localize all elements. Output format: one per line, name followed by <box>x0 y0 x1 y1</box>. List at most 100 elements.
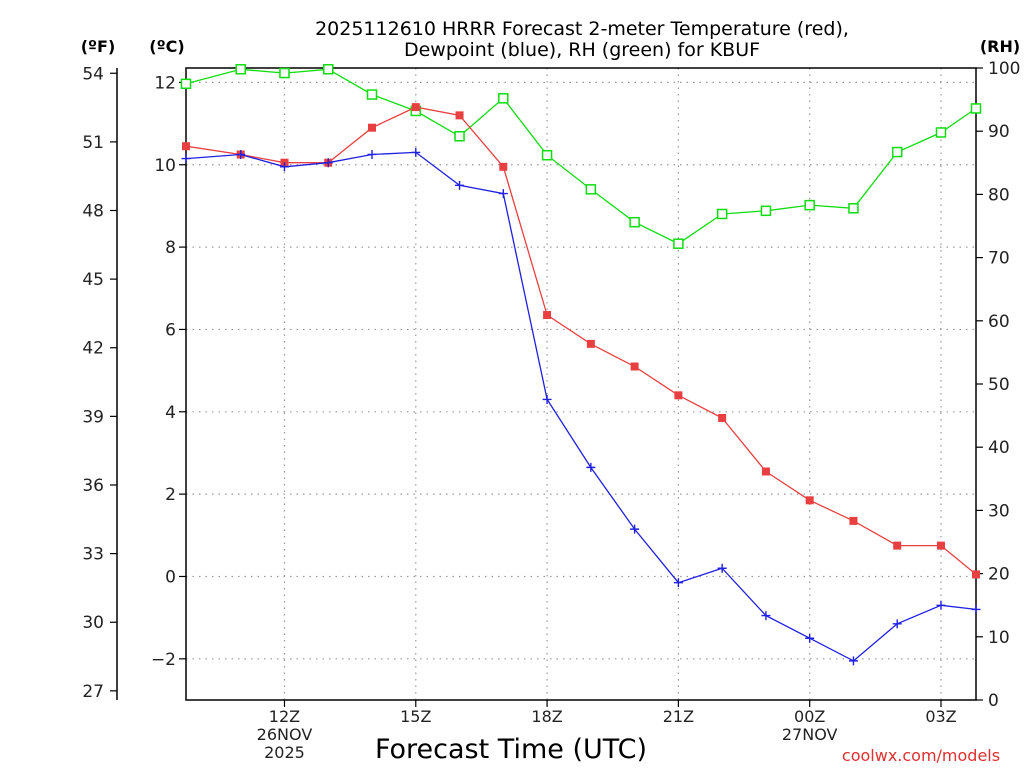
fahrenheit-tick-label: 33 <box>82 545 104 565</box>
rh-point <box>541 149 553 161</box>
dewpoint-point <box>586 462 596 472</box>
rh-point <box>716 208 728 220</box>
celsius-tick-label: 0 <box>165 567 176 587</box>
fahrenheit-unit-label: (ºF) <box>81 37 116 56</box>
rh-tick-label: 30 <box>988 501 1010 521</box>
rh-point <box>366 89 378 100</box>
dewpoint-point <box>323 158 333 168</box>
temperature-point <box>718 413 727 422</box>
celsius-unit-label: (ºC) <box>149 37 184 56</box>
rh-point <box>848 203 859 214</box>
celsius-tick-label: 6 <box>165 320 176 340</box>
dewpoint-point <box>848 656 858 666</box>
rh-point <box>629 216 640 228</box>
celsius-tick-label: 2 <box>165 485 176 505</box>
fahrenheit-tick-label: 27 <box>82 682 104 702</box>
dewpoint-point <box>411 147 421 157</box>
rh-axis: 0 10 20 30 40 50 60 70 80 90 100 <box>976 59 1020 711</box>
rh-line <box>185 68 977 245</box>
chart-title-line-2: Dewpoint (blue), RH (green) for KBUF <box>404 39 760 61</box>
time-tick-label: 12Z <box>269 707 300 726</box>
fahrenheit-tick-label: 51 <box>82 133 104 153</box>
rh-tick-label: 0 <box>988 691 999 711</box>
dewpoint-point <box>761 611 771 621</box>
rh-unit-label: (RH) <box>980 37 1020 56</box>
x-axis-title: Forecast Time (UTC) <box>375 734 647 765</box>
time-tick-label: 2025 <box>264 743 305 762</box>
rh-tick-label: 10 <box>988 628 1010 648</box>
dewpoint-point <box>971 604 981 614</box>
temperature-point <box>411 103 420 112</box>
credit-link[interactable]: coolwx.com/models <box>842 746 1000 765</box>
rh-point <box>454 131 465 142</box>
celsius-tick-label: 12 <box>154 73 176 93</box>
celsius-axis: −2 0 2 4 6 8 10 12 <box>151 73 186 670</box>
rh-tick-label: 70 <box>988 249 1010 269</box>
celsius-tick-label: −2 <box>151 650 176 670</box>
temperature-point <box>368 123 377 132</box>
fahrenheit-tick-label: 30 <box>82 613 104 633</box>
dewpoint-point <box>717 563 727 573</box>
dewpoint-series <box>181 147 981 666</box>
time-tick-label: 21Z <box>663 707 694 726</box>
rh-tick-label: 20 <box>988 565 1010 585</box>
dewpoint-point <box>630 524 640 534</box>
rh-tick-label: 90 <box>988 122 1010 142</box>
temperature-point <box>630 362 639 371</box>
celsius-tick-label: 8 <box>165 238 176 258</box>
rh-point <box>804 199 815 211</box>
fahrenheit-tick-label: 42 <box>82 339 104 359</box>
temperature-point <box>761 467 770 476</box>
fahrenheit-tick-label: 54 <box>82 64 104 84</box>
dewpoint-point <box>236 149 246 159</box>
dewpoint-point <box>181 154 191 164</box>
fahrenheit-tick-label: 36 <box>82 476 104 496</box>
dewpoint-point <box>279 162 289 172</box>
rh-point <box>279 67 290 79</box>
rh-point <box>760 205 772 217</box>
rh-tick-label: 40 <box>988 438 1010 458</box>
rh-tick-label: 50 <box>988 375 1010 395</box>
temperature-point <box>586 339 595 348</box>
rh-point <box>322 64 334 75</box>
time-tick-label: 15Z <box>400 707 431 726</box>
temperature-point <box>543 311 552 320</box>
fahrenheit-axis: 27 30 33 36 39 42 45 48 51 54 <box>82 64 117 702</box>
chart-title-line-1: 2025112610 HRRR Forecast 2-meter Tempera… <box>315 18 849 40</box>
temperature-point <box>674 391 683 400</box>
grid-lines <box>186 68 976 700</box>
rh-point <box>891 146 903 158</box>
temperature-point <box>182 142 190 151</box>
temperature-point <box>893 541 902 550</box>
rh-series <box>180 64 982 249</box>
dewpoint-point <box>367 149 377 159</box>
fahrenheit-tick-label: 39 <box>82 407 104 427</box>
rh-point <box>498 93 509 104</box>
dewpoint-point <box>673 578 683 588</box>
temperature-point <box>849 516 858 525</box>
temperature-point <box>499 162 508 171</box>
dewpoint-point <box>936 600 946 610</box>
time-tick-label: 27NOV <box>782 725 838 744</box>
rh-point <box>673 238 684 249</box>
time-tick-label: 18Z <box>531 707 562 726</box>
temperature-point <box>455 111 464 120</box>
temperature-point <box>936 541 945 550</box>
rh-point <box>970 103 982 114</box>
celsius-tick-label: 4 <box>165 403 176 423</box>
fahrenheit-tick-label: 48 <box>82 202 104 222</box>
dewpoint-point <box>455 180 465 190</box>
temperature-point <box>805 496 814 505</box>
rh-point <box>235 64 246 75</box>
fahrenheit-tick-label: 45 <box>82 270 104 290</box>
dewpoint-point <box>805 633 815 643</box>
time-tick-label: 00Z <box>794 707 825 726</box>
rh-tick-label: 60 <box>988 312 1010 332</box>
temperature-series <box>182 103 980 579</box>
dewpoint-point <box>498 189 508 199</box>
rh-point <box>935 127 947 138</box>
rh-tick-label: 80 <box>988 185 1010 205</box>
dewpoint-point <box>542 394 552 404</box>
temperature-point <box>972 570 980 579</box>
